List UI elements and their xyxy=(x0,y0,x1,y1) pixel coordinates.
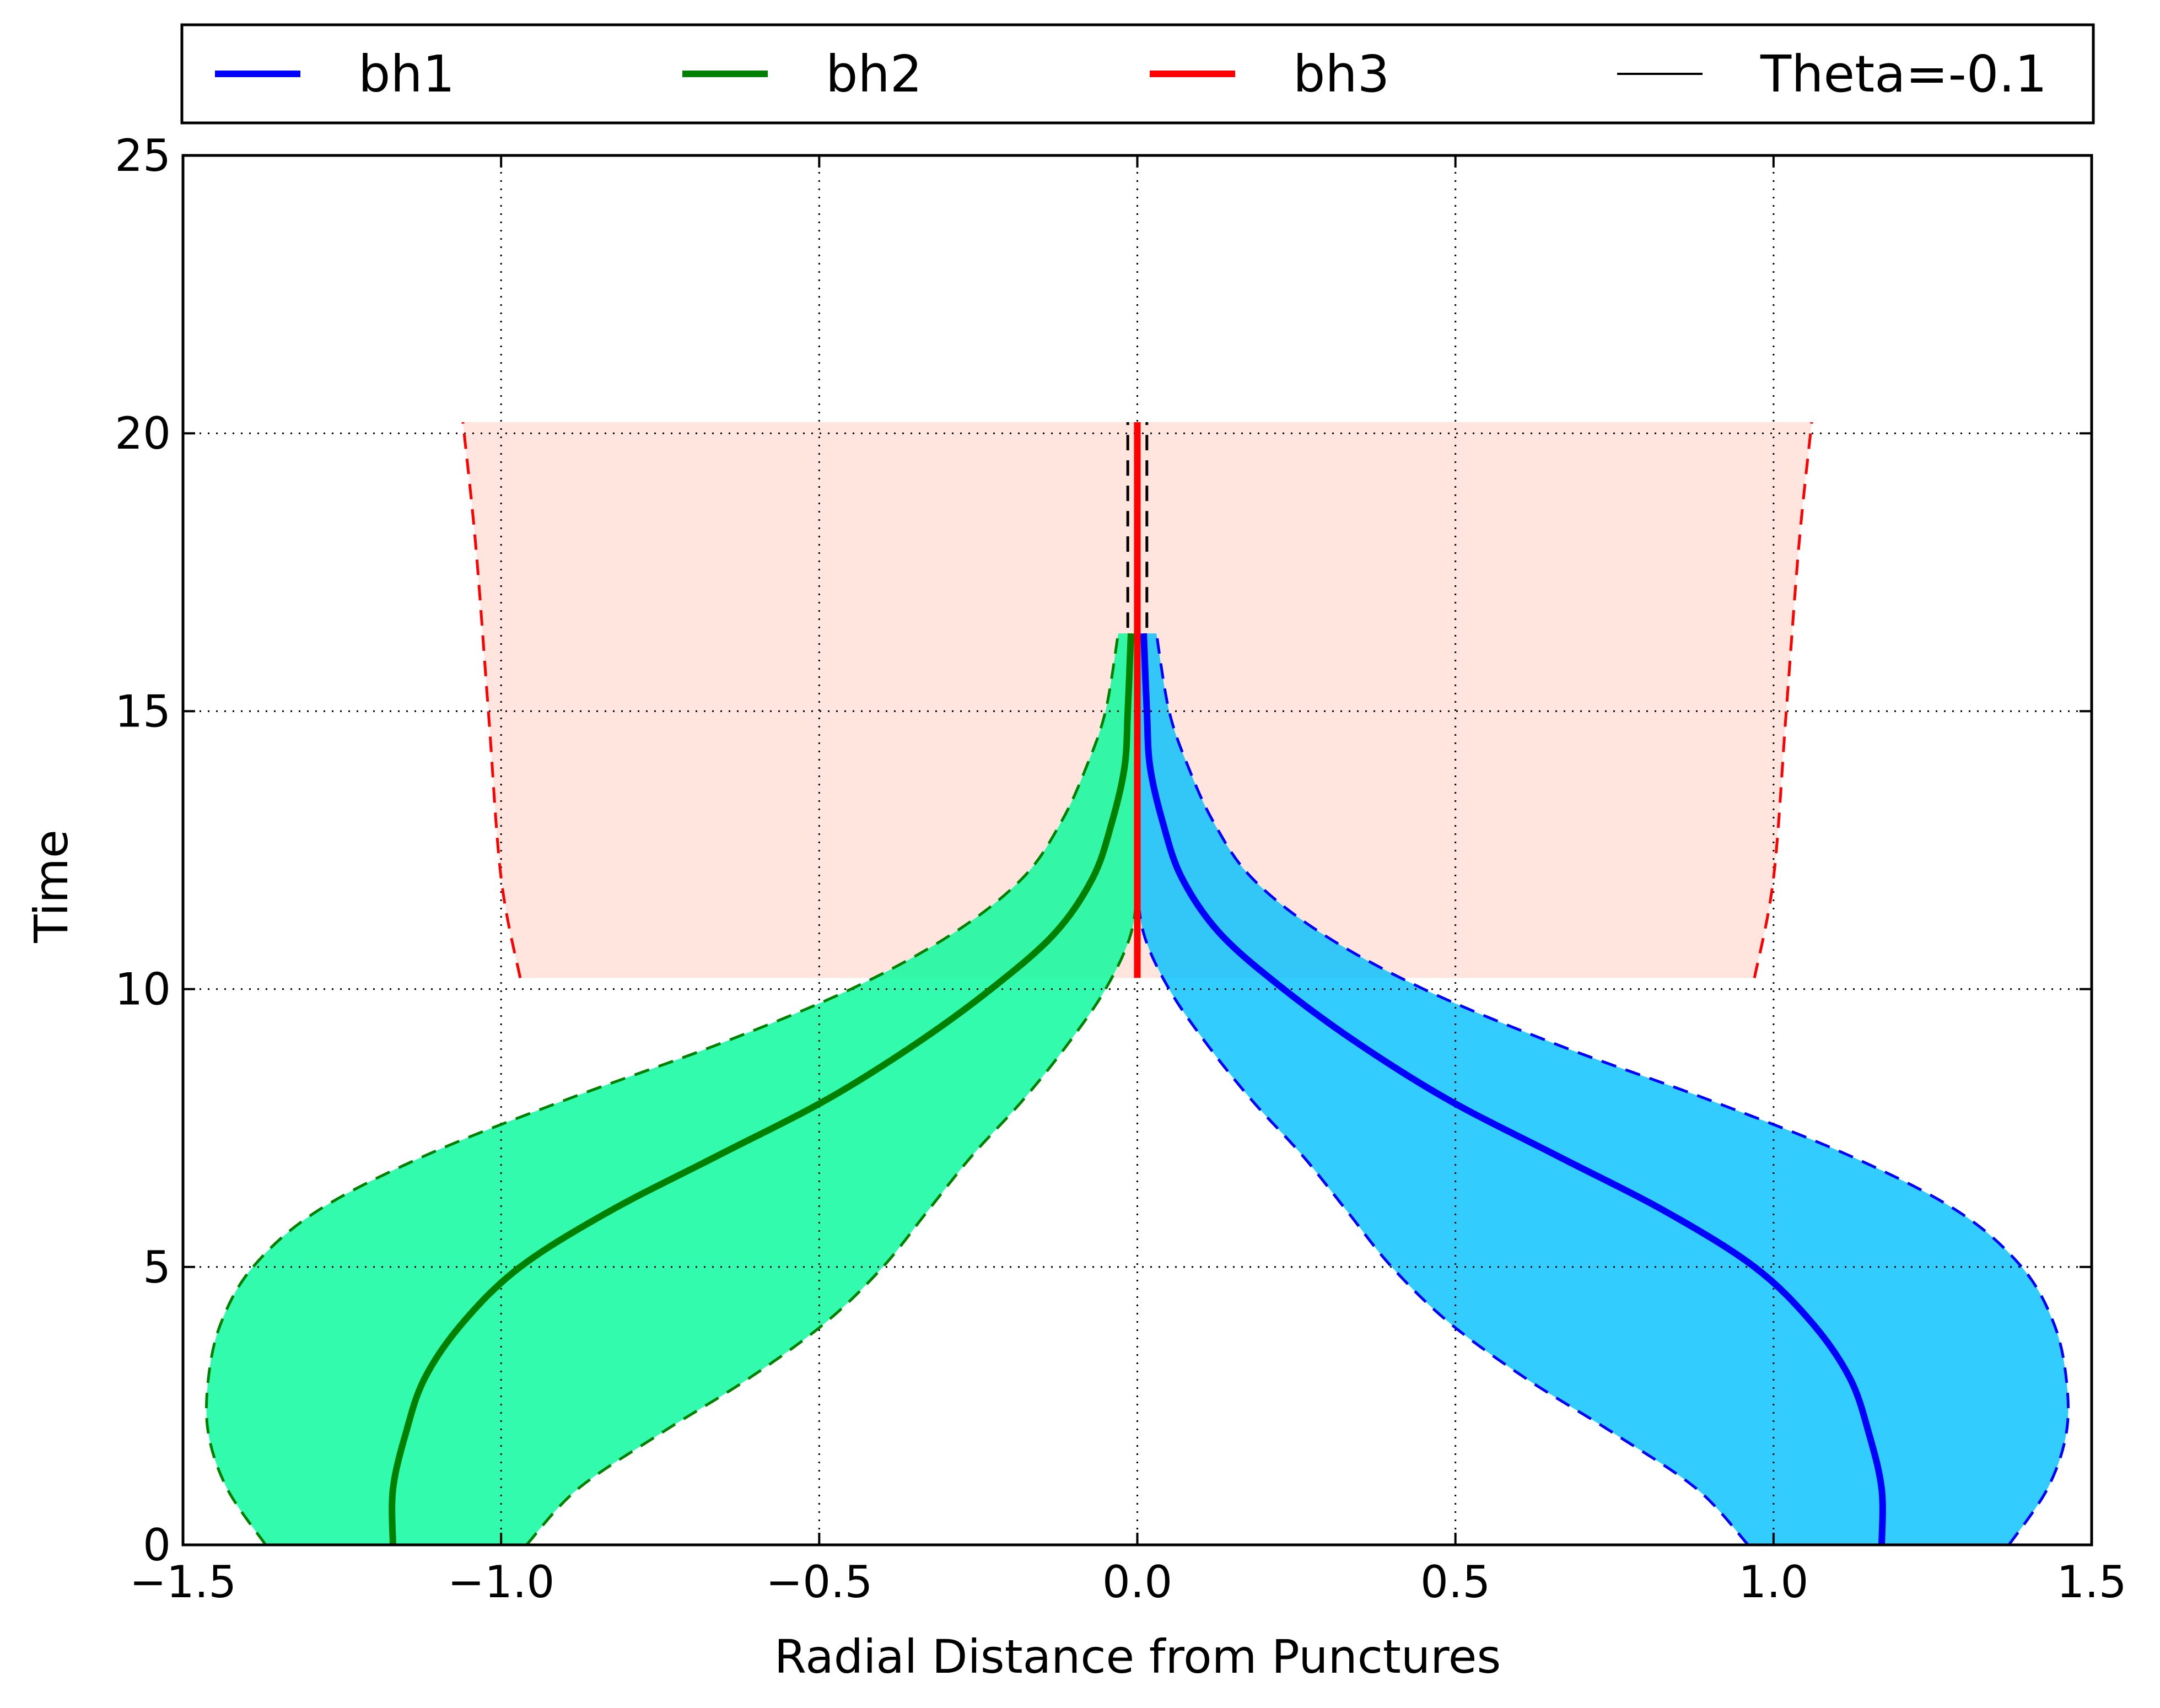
legend: bh1 bh2 bh3 Theta=-0.1 xyxy=(180,23,2095,125)
x-tick-label: 1.5 xyxy=(2056,1556,2126,1608)
bh1-fill-band xyxy=(1136,633,2069,1545)
y-tick-label: 25 xyxy=(115,130,171,181)
y-tick-label: 15 xyxy=(115,686,171,737)
bh1-outer-boundary xyxy=(1155,633,2070,1546)
y-tick-label: 20 xyxy=(115,408,171,459)
y-tick-label: 10 xyxy=(115,964,171,1015)
legend-label-bh2: bh2 xyxy=(826,45,922,104)
legend-label-theta: Theta=-0.1 xyxy=(1760,45,2047,104)
x-axis-label: Radial Distance from Punctures xyxy=(774,1630,1501,1684)
x-tick-label: 1.0 xyxy=(1738,1556,1808,1608)
y-axis-label: Time xyxy=(24,829,78,944)
bh1-center-line xyxy=(1140,633,1886,1545)
plot-lines xyxy=(205,422,2070,1546)
y-tick-label: 0 xyxy=(143,1520,171,1571)
legend-frame xyxy=(180,23,2095,125)
bh2-fill-band xyxy=(206,633,1138,1545)
x-tick-label: −1.0 xyxy=(448,1556,554,1608)
legend-label-bh1: bh1 xyxy=(358,45,455,104)
x-tick-label: 0.0 xyxy=(1102,1556,1172,1608)
legend-label-bh3: bh3 xyxy=(1293,45,1389,104)
plot-axes: −1.5 −1.0 −0.5 0.0 0.5 1.0 1.5 0 5 10 15 20 25 xyxy=(115,130,2126,1608)
y-tick-label: 5 xyxy=(143,1242,171,1293)
bh2-center-line xyxy=(389,633,1134,1545)
bh2-outer-boundary xyxy=(205,633,1120,1546)
x-tick-label: 0.5 xyxy=(1420,1556,1490,1608)
x-tick-label: −1.5 xyxy=(130,1556,236,1608)
x-tick-label: −0.5 xyxy=(766,1556,872,1608)
